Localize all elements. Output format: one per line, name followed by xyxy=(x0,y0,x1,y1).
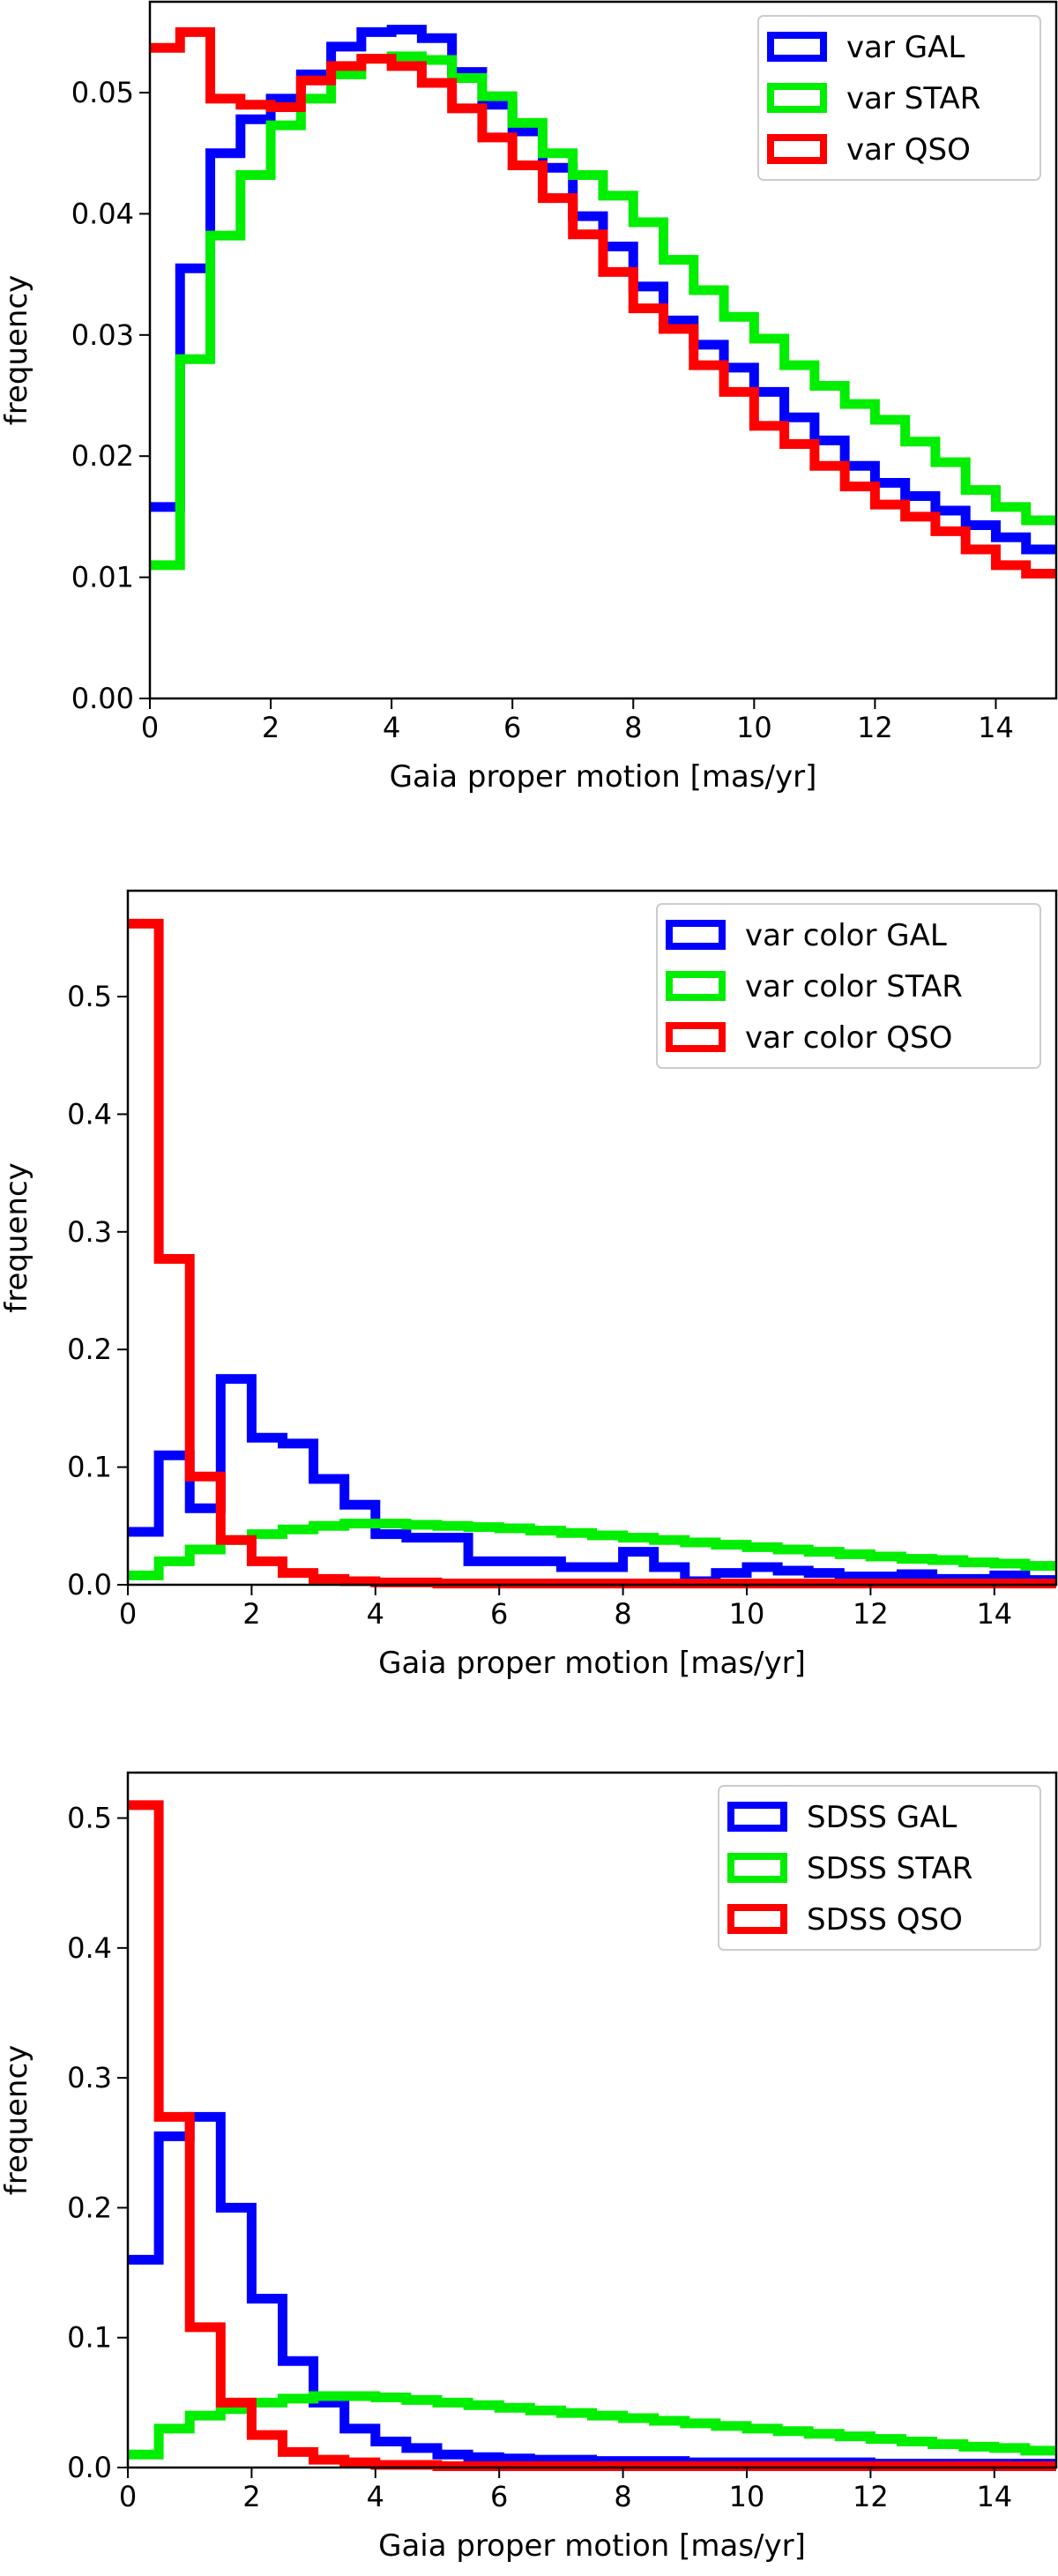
x-axis-label: Gaia proper motion [mas/yr] xyxy=(390,759,817,795)
series-line-sdss-qso xyxy=(128,1800,1056,2472)
x-tick-label: 8 xyxy=(614,1597,631,1631)
series-line-var-color-qso xyxy=(128,918,1056,1589)
x-tick-label: 14 xyxy=(976,1597,1012,1631)
y-tick-label: 0.2 xyxy=(67,2191,112,2224)
y-tick-label: 0.2 xyxy=(67,1333,112,1366)
legend: var GAL var STAR var QSO xyxy=(757,15,1041,181)
x-tick-label: 6 xyxy=(503,711,521,744)
legend-box xyxy=(757,15,1041,181)
series-line-var-color-gal xyxy=(128,1374,1056,1587)
chart-panel-2: 0 2 4 6 8 10 12 14 0.0 0.1 0.2 0.3 0.4 0.5 Gaia proper… xyxy=(0,889,1058,1681)
x-axis-label: Gaia proper motion [mas/yr] xyxy=(378,1646,806,1681)
y-tick-label: 0.05 xyxy=(71,76,134,109)
legend-label: var color QSO xyxy=(745,1020,952,1056)
legend-box xyxy=(656,903,1041,1069)
y-tick-label: 0.04 xyxy=(71,197,134,230)
series-line-sdss-star xyxy=(128,2391,1056,2460)
x-tick-label: 4 xyxy=(383,711,400,744)
y-tick-label: 0.3 xyxy=(67,2061,112,2094)
series-line-var-qso xyxy=(150,26,1056,579)
x-tick-label: 2 xyxy=(242,2480,260,2513)
x-tick-label: 6 xyxy=(490,2480,508,2513)
x-tick-label: 4 xyxy=(367,1597,384,1631)
x-tick-label: 12 xyxy=(853,2480,889,2513)
legend-swatch xyxy=(767,83,827,113)
legend-swatch xyxy=(727,1802,787,1832)
series-line-var-color-star xyxy=(128,1519,1056,1580)
legend-swatch xyxy=(727,1853,787,1883)
y-axis-label: frequency xyxy=(0,275,34,426)
y-tick-label: 0.3 xyxy=(67,1215,112,1249)
x-tick-label: 8 xyxy=(614,2480,631,2513)
y-tick-label: 0.0 xyxy=(67,1568,112,1602)
axes-frame xyxy=(148,0,1058,700)
axes-frame xyxy=(126,889,1058,1587)
chart-panel-3: 0 2 4 6 8 10 12 14 0.0 0.1 0.2 0.3 0.4 0.5 Gaia proper… xyxy=(0,1771,1058,2564)
legend-label: var GAL xyxy=(846,30,965,65)
x-tick-label: 10 xyxy=(729,1597,765,1631)
y-tick-label: 0.00 xyxy=(71,682,134,715)
y-axis-label: frequency xyxy=(0,2045,34,2196)
x-tick-label: 10 xyxy=(729,2480,765,2513)
y-tick-label: 0.1 xyxy=(67,1451,112,1484)
y-tick-label: 0.03 xyxy=(71,318,134,352)
y-tick-label: 0.0 xyxy=(67,2451,112,2484)
legend-label: var color GAL xyxy=(745,918,947,953)
legend-label: SDSS STAR xyxy=(807,1851,972,1886)
legend-label: SDSS GAL xyxy=(807,1800,957,1835)
x-tick-label: 12 xyxy=(853,1597,889,1631)
legend-swatch xyxy=(767,134,827,164)
legend-label: var STAR xyxy=(846,81,980,116)
legend-box xyxy=(718,1785,1041,1951)
legend: var color GAL var color STAR var color QSO xyxy=(656,903,1041,1069)
y-tick-label: 0.02 xyxy=(71,439,134,473)
x-tick-label: 4 xyxy=(367,2480,384,2513)
y-tick-label: 0.01 xyxy=(71,561,134,594)
x-tick-label: 0 xyxy=(119,2480,137,2513)
y-tick-label: 0.4 xyxy=(67,1931,112,1965)
x-tick-label: 14 xyxy=(976,2480,1012,2513)
x-tick-label: 2 xyxy=(242,1597,260,1631)
x-axis-label: Gaia proper motion [mas/yr] xyxy=(378,2528,806,2564)
legend-label: SDSS QSO xyxy=(807,1902,963,1938)
x-tick-label: 10 xyxy=(736,711,772,744)
y-tick-label: 0.1 xyxy=(67,2321,112,2355)
legend: SDSS GAL SDSS STAR SDSS QSO xyxy=(718,1785,1041,1951)
legend-swatch xyxy=(767,32,827,62)
y-axis-label: frequency xyxy=(0,1162,34,1313)
y-tick-label: 0.5 xyxy=(67,1802,112,1835)
legend-swatch xyxy=(666,1022,726,1052)
legend-label: var QSO xyxy=(846,132,971,168)
x-tick-label: 12 xyxy=(857,711,893,744)
legend-swatch xyxy=(666,971,726,1001)
x-tick-label: 0 xyxy=(119,1597,137,1631)
legend-label: var color STAR xyxy=(745,969,963,1004)
y-tick-label: 0.5 xyxy=(67,980,112,1013)
x-tick-label: 8 xyxy=(624,711,642,744)
axes-frame xyxy=(126,1771,1058,2469)
chart-panel-1: 0 2 4 6 8 10 12 14 0.00 0.01 0.02 0.03 0.04 0.05 Gaia … xyxy=(0,0,1058,795)
y-tick-label: 0.4 xyxy=(67,1097,112,1131)
x-tick-label: 14 xyxy=(978,711,1014,744)
x-tick-label: 6 xyxy=(490,1597,508,1631)
x-tick-label: 0 xyxy=(141,711,159,744)
x-tick-label: 2 xyxy=(262,711,279,744)
legend-swatch xyxy=(666,920,726,950)
legend-swatch xyxy=(727,1904,787,1934)
